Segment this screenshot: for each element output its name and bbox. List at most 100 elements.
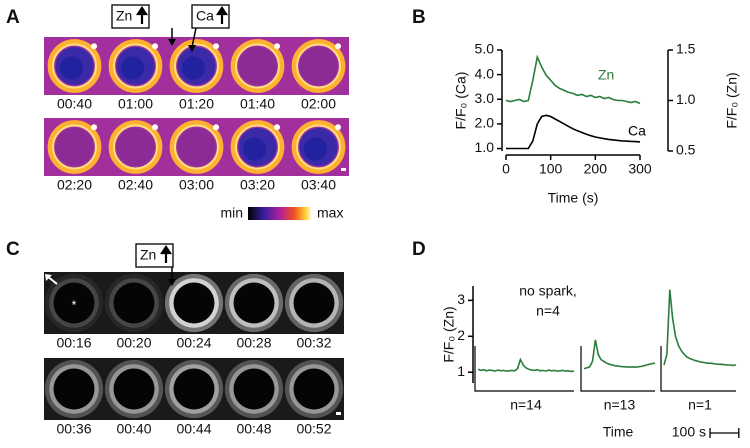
tile-core (242, 137, 267, 161)
tile-ring (291, 39, 346, 93)
baseline (660, 346, 736, 392)
x-tick-label: 300 (628, 161, 652, 177)
y-axis-label: F/F₀ (Ca) (453, 72, 469, 130)
scale-bar-label: 100 s (672, 424, 706, 440)
marker-label: Zn (116, 8, 132, 24)
panel-letter: C (6, 239, 20, 260)
marker-up-arrow (135, 6, 149, 24)
tile-spot (335, 43, 342, 50)
tile-center (55, 127, 94, 167)
subplot-label: n=13 (604, 397, 636, 413)
tile-ring-inner (113, 43, 158, 89)
panel-letter: D (412, 239, 426, 260)
time-label: 00:40 (57, 96, 92, 112)
tile-center (173, 282, 215, 324)
time-label: 03:00 (179, 177, 214, 193)
tile-center (293, 282, 335, 324)
image-tile (288, 118, 349, 176)
tile-ring (108, 39, 163, 93)
series-label: Ca (628, 123, 646, 139)
data-line (663, 289, 737, 367)
time-label: 00:16 (56, 335, 91, 351)
data-line (477, 357, 575, 373)
annotation: no spark, (519, 283, 577, 299)
tile-ring (169, 39, 224, 93)
tile-ring (108, 120, 163, 174)
annotation: n=4 (536, 303, 560, 319)
time-label: 00:36 (56, 421, 91, 437)
tile-center (53, 282, 95, 324)
subplot-label: n=14 (510, 397, 542, 413)
tile-spot (152, 124, 159, 131)
x-axis-label: Time (s) (548, 190, 599, 206)
tile-spot (91, 43, 98, 50)
series-label: Zn (598, 67, 614, 83)
marker-arrow-head (168, 279, 176, 286)
tile-spot (335, 124, 342, 131)
time-label: 01:40 (240, 96, 275, 112)
tile-center (238, 46, 277, 86)
tile-center (113, 282, 155, 324)
marker-label: Ca (196, 8, 214, 24)
panel-letter: B (412, 7, 426, 28)
scale-bar (336, 412, 341, 415)
tile-spot (152, 43, 159, 50)
tile-center (233, 282, 275, 324)
tile-ring-inner (296, 43, 341, 89)
panel-letter: A (6, 7, 20, 28)
image-tile (104, 358, 164, 420)
colorbar (248, 207, 312, 220)
y-tick-label: 1.0 (475, 139, 495, 155)
asterisk: * (72, 298, 77, 312)
tile-ring (47, 120, 102, 174)
y-tick-label: 2 (457, 327, 465, 343)
tile-center (53, 368, 95, 410)
image-tile (227, 37, 288, 95)
tile-spot (274, 124, 281, 131)
tile-spot (213, 43, 220, 50)
tile-ring (291, 120, 346, 174)
image-tile (164, 272, 224, 334)
tile-center (116, 127, 155, 167)
tile-ring-inner (174, 124, 219, 170)
time-label: 00:28 (236, 335, 271, 351)
tile-core (181, 56, 206, 80)
tile-ring-inner (296, 124, 341, 170)
tile-center (299, 46, 338, 86)
time-label: 00:44 (176, 421, 211, 437)
y-axis-label: F/F₀ (Zn) (441, 306, 457, 362)
image-tile (284, 272, 344, 334)
y2-tick-label: 0.5 (676, 142, 696, 158)
marker-up-arrow (159, 245, 173, 263)
x-tick-label: 200 (584, 161, 608, 177)
marker-up-arrow (215, 6, 229, 24)
tile-ring-inner (52, 43, 97, 89)
tile-ring (169, 120, 224, 174)
image-tile (166, 37, 227, 95)
tile-spot (91, 124, 98, 131)
tile-core (120, 56, 145, 80)
tile-ring-inner (174, 43, 219, 89)
time-label: 01:00 (118, 96, 153, 112)
time-label: 00:20 (116, 335, 151, 351)
image-tile (44, 118, 105, 176)
tile-ring-inner (52, 124, 97, 170)
image-tile (224, 358, 284, 420)
time-label: 00:32 (296, 335, 331, 351)
subplot-label: n=1 (688, 397, 712, 413)
image-tile (164, 358, 224, 420)
y-tick-label: 3 (457, 291, 465, 307)
pointer-arrow-head (45, 274, 52, 281)
tile-ring (230, 39, 285, 93)
image-tile (105, 118, 166, 176)
time-label: 00:48 (236, 421, 271, 437)
y-tick-label: 2.0 (475, 115, 495, 131)
x-tick-label: 0 (502, 161, 510, 177)
tile-ring (47, 39, 102, 93)
tile-center (173, 368, 215, 410)
x-axis-label: Time (603, 424, 634, 440)
image-tile (288, 37, 349, 95)
image-tile (166, 118, 227, 176)
y-tick-label: 1 (457, 363, 465, 379)
